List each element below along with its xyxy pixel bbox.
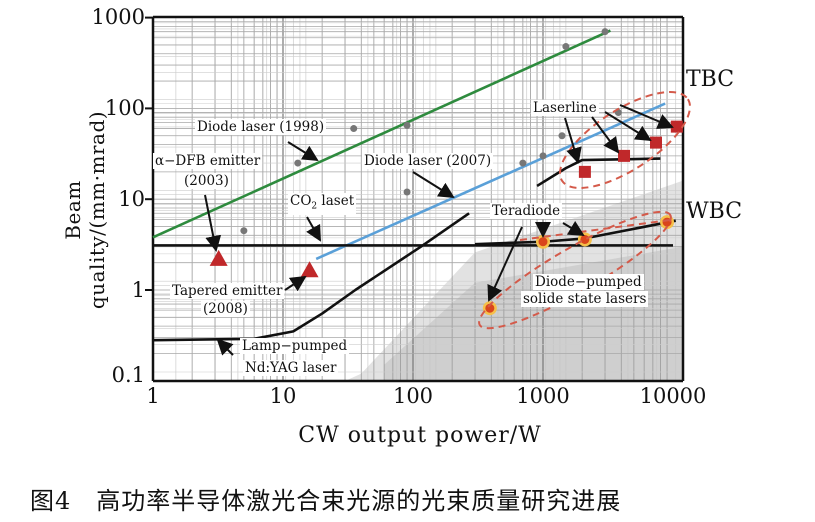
label-ndyag: Nd:YAG laser xyxy=(243,360,339,376)
co2-rest: laset xyxy=(317,193,355,209)
annotation-arrow xyxy=(287,141,319,162)
label-tapered-year: (2008) xyxy=(201,301,250,317)
annotation-arrow xyxy=(284,275,307,292)
marker-dot xyxy=(601,28,609,36)
x-tick-label: 1000 xyxy=(516,384,570,408)
y-tick-label: 100 xyxy=(104,96,145,120)
co2-text: CO xyxy=(290,193,312,209)
series-line-wbc xyxy=(474,219,677,246)
marker-dot xyxy=(294,159,302,167)
figure-caption: 图4 高功率半导体激光合束光源的光束质量研究进展 xyxy=(30,487,622,515)
marker-square-laserline xyxy=(670,120,683,133)
co2-subscript: 2 xyxy=(311,201,318,212)
annotation-arrow xyxy=(562,220,585,237)
marker-dot xyxy=(562,43,570,51)
marker-dot xyxy=(350,125,358,133)
y-tick-label: 1000 xyxy=(91,5,145,29)
label-tbc: TBC xyxy=(686,67,735,92)
x-tick-label: 10000 xyxy=(639,384,707,408)
label-tapered-emitter: Tapered emitter xyxy=(170,283,285,299)
label-lamp-pumped: Lamp−pumped xyxy=(240,338,350,354)
label-dpss-2: solide state lasers xyxy=(521,291,649,307)
marker-dot xyxy=(403,121,411,129)
annotation-arrow xyxy=(487,226,523,302)
label-wbc: WBC xyxy=(686,199,743,224)
marker-dot xyxy=(539,152,547,160)
x-tick-label: 100 xyxy=(392,384,434,408)
x-tick-label: 1 xyxy=(146,384,160,408)
annotation-arrow xyxy=(204,194,222,252)
annotation-arrow xyxy=(306,216,321,242)
series-line-diode-laser-1998- xyxy=(152,29,611,239)
marker-dot xyxy=(519,159,527,167)
y-tick-label: 1 xyxy=(131,278,145,302)
annotation-arrow xyxy=(564,117,582,164)
y-axis-label: Beam quality/(mm·mrad) xyxy=(61,110,109,310)
marker-dot xyxy=(240,227,248,235)
y-tick-label: 10 xyxy=(118,187,145,211)
annotation-arrow xyxy=(604,111,652,142)
x-tick-label: 10 xyxy=(269,384,297,408)
annotation-arrow xyxy=(216,338,234,356)
marker-square-laserline xyxy=(618,149,631,162)
label-dpss-1: Diode−pumped xyxy=(533,274,644,290)
label-diode-2007: Diode laser (2007) xyxy=(362,153,494,169)
label-co2: CO2 laset xyxy=(288,193,357,215)
label-dfb-year: (2003) xyxy=(182,173,231,189)
wbc-ellipse xyxy=(478,210,672,330)
label-laserline: Laserline xyxy=(531,100,599,116)
label-diode-1998: Diode laser (1998) xyxy=(195,119,327,135)
label-dfb-emitter: α−DFB emitter xyxy=(153,153,263,169)
marker-triangle-tapered-emitter-2008- xyxy=(300,261,319,278)
marker-dot xyxy=(558,132,566,140)
marker-circle-teradiode xyxy=(580,234,590,244)
annotation-arrow xyxy=(412,171,455,199)
annotation-arrow xyxy=(619,104,674,129)
marker-square-laserline xyxy=(650,136,663,149)
marker-dot xyxy=(403,188,411,196)
series-line-diode-laser-2007- xyxy=(315,102,666,261)
marker-triangle--dfb-emitter-2003- xyxy=(209,249,228,266)
x-axis-label: CW output power/W xyxy=(298,423,542,448)
label-teradiode: Teradiode xyxy=(490,203,563,219)
y-tick-label: 0.1 xyxy=(111,363,145,387)
annotation-arrow xyxy=(591,116,620,154)
marker-square-laserline xyxy=(578,165,591,178)
marker-circle-teradiode xyxy=(538,237,548,247)
